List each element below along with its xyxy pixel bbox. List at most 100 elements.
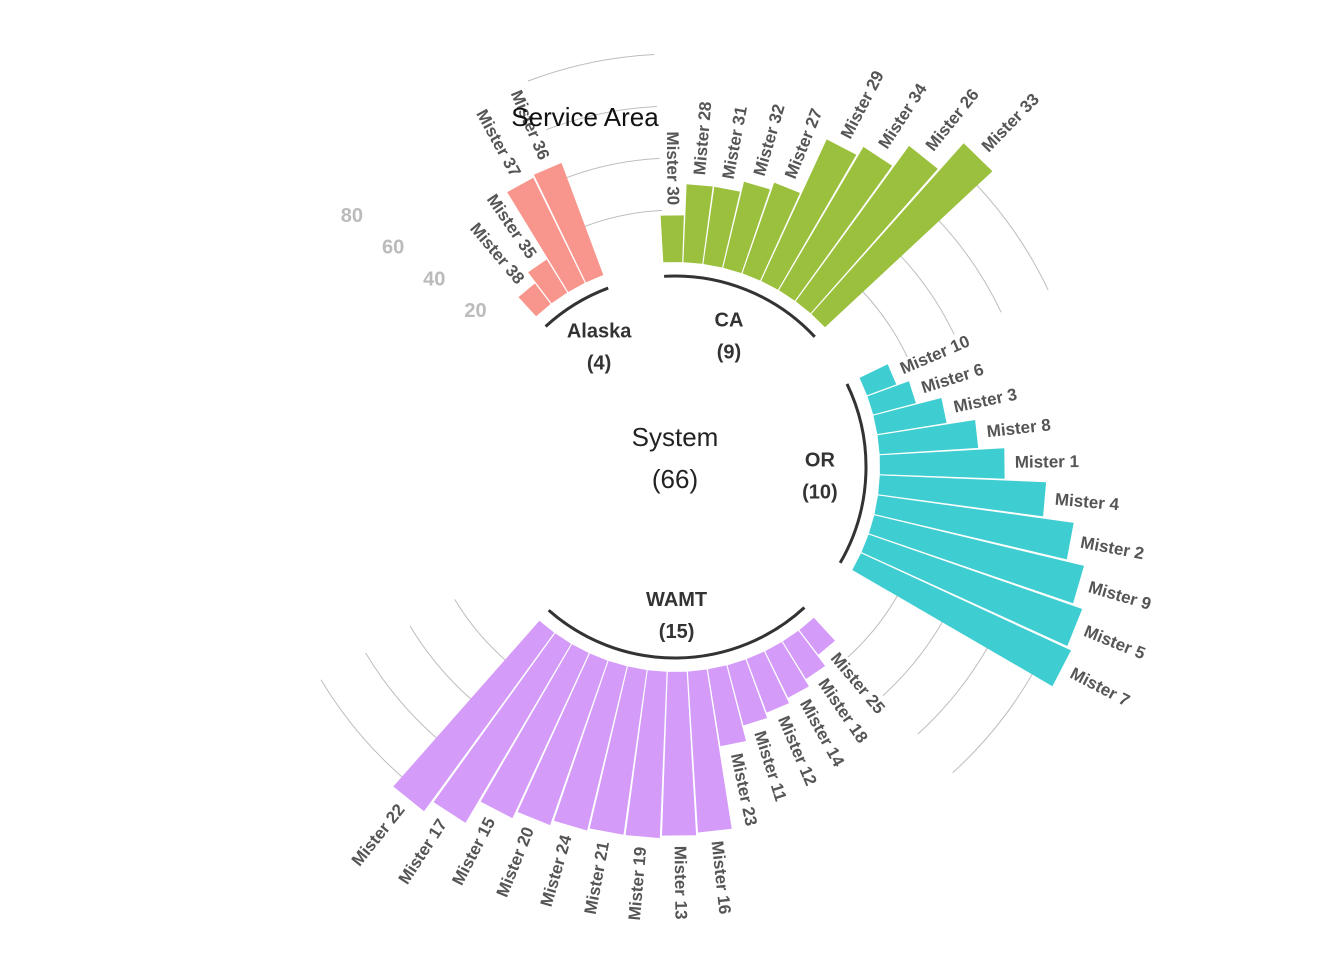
bar-label: Mister 7: [1067, 664, 1133, 711]
group-arc-wamt: [547, 606, 806, 660]
grid-arc: [583, 209, 663, 228]
group-label-ca: CA: [715, 309, 744, 331]
bar-mister-9: [868, 515, 1084, 604]
scale-tick-label: 60: [382, 237, 404, 259]
group-label-wamt: WAMT: [646, 589, 707, 611]
bar-mister-26: [795, 145, 938, 314]
group-label-alaska: Alaska: [567, 320, 632, 342]
grid-arc: [974, 183, 1049, 291]
bar-label: Mister 28: [690, 101, 715, 176]
bar-mister-19: [625, 670, 667, 839]
bar-label: Mister 16: [708, 840, 735, 915]
bar-mister-13: [662, 671, 697, 836]
bar-label: Mister 23: [727, 752, 761, 828]
bar-label: Mister 24: [537, 832, 576, 909]
grid-arcs: [320, 54, 1049, 780]
chart-title: Service Area: [511, 102, 659, 132]
bar-mister-11: [727, 659, 768, 726]
bar-label: Mister 17: [395, 816, 451, 888]
scale-tick-label: 40: [423, 268, 445, 290]
bar-label: Mister 1: [1015, 452, 1079, 472]
group-count-ca: (9): [717, 341, 741, 363]
bar-label: Mister 15: [448, 814, 499, 888]
bar-mister-4: [878, 475, 1047, 517]
bar-mister-2: [874, 495, 1074, 560]
grid-arc: [546, 105, 657, 131]
bar-mister-16: [687, 669, 732, 833]
group-arc-or: [838, 383, 868, 564]
grid-arc: [861, 290, 908, 358]
bar-label: Mister 5: [1081, 622, 1148, 664]
center-label: System: [632, 422, 719, 452]
bar-mister-28: [683, 184, 713, 264]
bar-mister-3: [873, 398, 947, 435]
bar-mister-7: [852, 553, 1071, 687]
bar-mister-1: [879, 448, 1005, 479]
bar-mister-23: [707, 665, 746, 747]
group-label-or: OR: [805, 450, 836, 472]
bar-mister-18: [782, 630, 826, 679]
bar-mister-34: [779, 146, 893, 301]
bar-mister-15: [480, 644, 589, 819]
bar-mister-24: [553, 660, 627, 831]
bar-label: Mister 26: [922, 85, 983, 154]
grid-arc: [365, 652, 439, 740]
bar-mister-12: [746, 651, 789, 713]
bar-mister-25: [799, 617, 835, 655]
bar-label: Mister 19: [625, 846, 650, 921]
bar-mister-21: [589, 666, 647, 835]
grid-arc: [847, 594, 899, 658]
scale-tick-label: 20: [464, 300, 486, 322]
bar-label: Mister 22: [348, 800, 409, 869]
bar-mister-17: [433, 633, 571, 823]
center-count: (66): [652, 464, 698, 494]
scale-tick-label: 80: [341, 205, 363, 227]
group-arcs: [544, 274, 868, 660]
bar-mister-8: [877, 420, 979, 455]
bar-mister-29: [761, 139, 857, 290]
grid-arc: [527, 54, 655, 82]
bar-mister-6: [867, 381, 916, 415]
bar-label: Mister 29: [837, 68, 888, 142]
group-arc-ca: [664, 274, 816, 338]
bar-mister-14: [765, 642, 809, 698]
bar-label: Mister 4: [1054, 490, 1120, 515]
bar-mister-37: [507, 177, 585, 292]
bar-mister-20: [517, 653, 608, 826]
grid-arc: [937, 218, 1002, 313]
bars: [393, 139, 1084, 839]
bar-label: Mister 2: [1079, 533, 1146, 564]
grid-arc: [320, 679, 405, 780]
bar-mister-35: [528, 259, 568, 304]
bar-mister-32: [723, 181, 770, 274]
group-count-wamt: (15): [659, 621, 695, 643]
scale-ticks: 20 40 60 80: [341, 205, 487, 322]
bar-label: Mister 32: [750, 102, 789, 178]
grid-arc: [454, 599, 507, 662]
bar-label: Mister 3: [952, 385, 1019, 417]
grid-arc: [952, 671, 1035, 774]
group-count-or: (10): [802, 482, 838, 504]
group-arc-alaska: [544, 286, 609, 328]
bar-label: Mister 21: [581, 840, 613, 916]
bar-label: Mister 9: [1086, 578, 1153, 614]
group-labels: Alaska (4) CA (9) OR (10) WAMT (15): [567, 309, 838, 643]
grid-arc: [564, 157, 660, 179]
bar-mister-30: [660, 215, 684, 263]
bar-mister-33: [811, 143, 993, 328]
bar-mister-22: [393, 620, 555, 812]
group-count-alaska: (4): [587, 352, 611, 374]
grid-arc: [899, 254, 955, 335]
bar-label: Mister 13: [671, 846, 691, 920]
grid-arc: [917, 645, 989, 735]
grid-arc: [882, 620, 944, 697]
bar-label: Mister 30: [663, 131, 683, 205]
bar-mister-27: [742, 182, 800, 281]
bar-mister-38: [518, 283, 551, 317]
bar-mister-5: [861, 534, 1083, 646]
bar-label: Mister 31: [719, 105, 751, 181]
bar-label: Mister 20: [493, 824, 538, 899]
bar-label: Mister 8: [986, 415, 1052, 441]
